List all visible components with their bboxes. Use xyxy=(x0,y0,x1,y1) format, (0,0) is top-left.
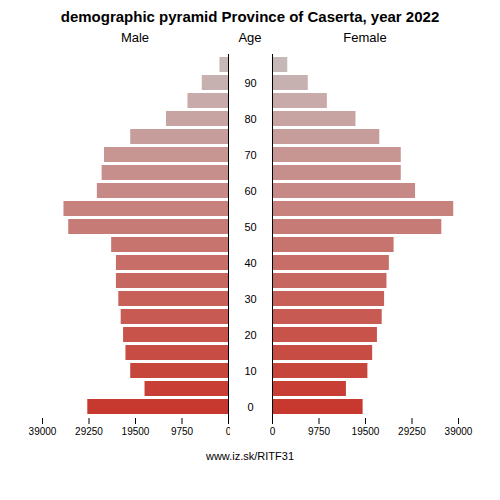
svg-text:9750: 9750 xyxy=(308,426,331,437)
svg-text:0: 0 xyxy=(247,401,253,413)
svg-text:60: 60 xyxy=(244,185,256,197)
svg-text:19500: 19500 xyxy=(352,426,380,437)
html-text:Female: Female xyxy=(343,30,387,45)
html-text:Age: Age xyxy=(238,30,262,45)
svg-text:0: 0 xyxy=(270,426,276,437)
svg-text:9750: 9750 xyxy=(171,426,194,437)
html-text:Male: Male xyxy=(120,30,150,45)
svg-text:39000: 39000 xyxy=(445,426,473,437)
svg-text:80: 80 xyxy=(244,113,256,125)
html-text:demographic pyramid Province o: demographic pyramid Province of Caserta,… xyxy=(60,8,440,25)
svg-text:90: 90 xyxy=(244,77,256,89)
html-text:www.iz.sk/RITF31: www.iz.sk/RITF31 xyxy=(206,450,294,462)
svg-text:50: 50 xyxy=(244,221,256,233)
svg-text:20: 20 xyxy=(244,329,256,341)
svg-text:19500: 19500 xyxy=(122,426,150,437)
svg-text:10: 10 xyxy=(244,365,256,377)
svg-text:29250: 29250 xyxy=(75,426,103,437)
svg-text:70: 70 xyxy=(244,149,256,161)
svg-text:0: 0 xyxy=(226,426,230,437)
svg-text:29250: 29250 xyxy=(398,426,426,437)
svg-text:40: 40 xyxy=(244,257,256,269)
svg-text:30: 30 xyxy=(244,293,256,305)
svg-text:39000: 39000 xyxy=(29,426,57,437)
